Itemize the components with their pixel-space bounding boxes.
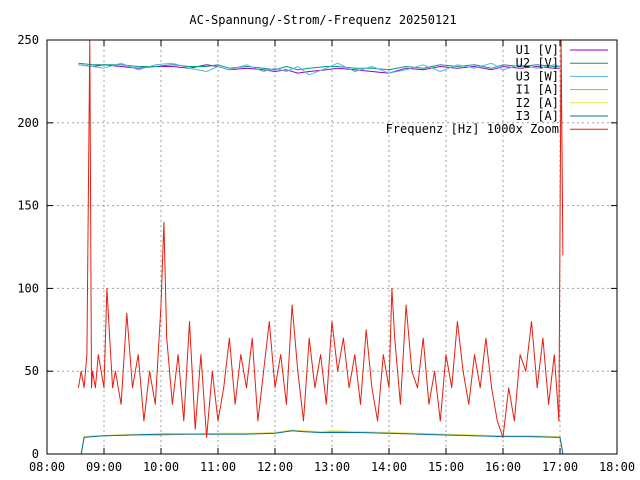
x-tick-label: 10:00	[143, 460, 179, 474]
legend-label: I2 [A]	[516, 96, 559, 110]
y-tick-label: 100	[17, 281, 39, 295]
x-tick-label: 12:00	[257, 460, 293, 474]
series-line-6	[77, 39, 564, 438]
series-line-0	[78, 64, 560, 74]
legend-label: I3 [A]	[516, 109, 559, 123]
legend-label: I1 [A]	[516, 83, 559, 97]
x-tick-label: 15:00	[428, 460, 464, 474]
x-tick-label: 16:00	[485, 460, 521, 474]
y-tick-label: 250	[17, 33, 39, 47]
legend-label: U2 [V]	[516, 56, 559, 70]
series-line-1	[78, 62, 560, 71]
x-tick-label: 13:00	[314, 460, 350, 474]
y-tick-label: 200	[17, 116, 39, 130]
y-tick-label: 0	[32, 447, 39, 461]
y-tick-label: 150	[17, 199, 39, 213]
series-line-4	[80, 429, 564, 455]
chart-title: AC-Spannung/-Strom/-Frequenz 20250121	[189, 13, 456, 27]
x-tick-label: 09:00	[86, 460, 122, 474]
y-tick-label: 50	[25, 364, 39, 378]
axis-layer: 08:00 09:00 10:00 11:00 12:00 13:00 14:00 15:00…	[17, 33, 635, 474]
series-line-5	[80, 430, 564, 455]
x-tick-label: 11:00	[200, 460, 236, 474]
x-tick-label: 17:00	[542, 460, 578, 474]
legend-label: U3 [W]	[516, 69, 559, 83]
x-tick-label: 08:00	[29, 460, 65, 474]
series-layer	[77, 39, 564, 455]
x-tick-label: 14:00	[371, 460, 407, 474]
legend-label: Frequenz [Hz] 1000x Zoom	[386, 122, 559, 136]
series-line-2	[78, 62, 561, 76]
legend: U1 [V]U2 [V]U3 [W]I1 [A]I2 [A]I3 [A]Freq…	[386, 43, 608, 136]
legend-label: U1 [V]	[516, 43, 559, 57]
x-tick-label: 18:00	[599, 460, 635, 474]
